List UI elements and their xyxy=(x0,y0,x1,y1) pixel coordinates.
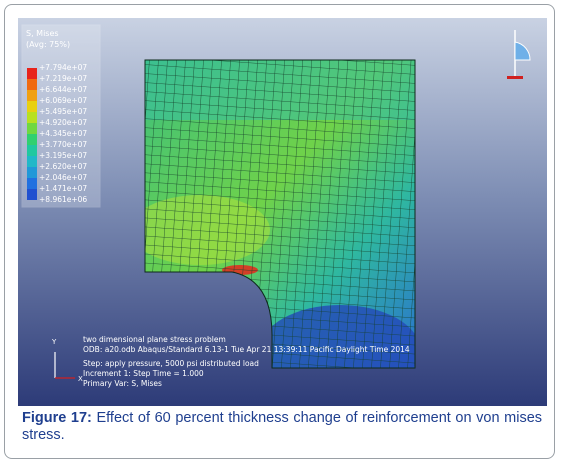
legend-label: +2.620e+07 xyxy=(39,162,87,171)
model-outline xyxy=(144,59,416,369)
legend-swatch xyxy=(27,112,37,123)
legend-swatch xyxy=(27,79,37,90)
legend-label: +5.495e+07 xyxy=(39,107,87,116)
caption-label: Figure 17: xyxy=(22,410,92,426)
svg-text:X: X xyxy=(78,375,83,383)
info-line: Step: apply pressure, 5000 psi distribut… xyxy=(83,359,259,368)
legend-label: +7.219e+07 xyxy=(39,74,87,83)
figure-frame xyxy=(4,4,555,459)
legend-swatch xyxy=(27,68,37,79)
legend-title: S, Mises xyxy=(26,29,59,38)
legend-swatch xyxy=(27,123,37,134)
legend-label: +4.345e+07 xyxy=(39,129,87,138)
triad-bottom: Y X xyxy=(51,338,83,383)
legend: S, Mises (Avg: 75%) +7.794e+07 +7.219e+07… xyxy=(21,24,101,208)
legend-swatch xyxy=(27,156,37,167)
legend-label: +6.069e+07 xyxy=(39,96,87,105)
legend-swatch xyxy=(27,145,37,156)
legend-swatch xyxy=(27,189,37,200)
legend-subtitle: (Avg: 75%) xyxy=(26,40,70,49)
legend-label: +4.920e+07 xyxy=(39,118,87,127)
legend-label: +1.471e+07 xyxy=(39,184,87,193)
info-line: two dimensional plane stress problem xyxy=(83,335,226,344)
info-line: Increment 1: Step Time = 1.000 xyxy=(83,369,204,378)
svg-text:Y: Y xyxy=(51,338,57,346)
legend-label: +8.961e+06 xyxy=(39,195,87,204)
legend-label: +7.794e+07 xyxy=(39,63,87,72)
legend-label: +3.770e+07 xyxy=(39,140,87,149)
legend-swatch xyxy=(27,90,37,101)
triad-top xyxy=(507,30,531,79)
legend-label: +2.046e+07 xyxy=(39,173,87,182)
legend-label: +3.195e+07 xyxy=(39,151,87,160)
info-block: two dimensional plane stress problemODB:… xyxy=(83,335,410,388)
legend-swatch xyxy=(27,167,37,178)
info-line: Primary Var: S, Mises xyxy=(83,379,162,388)
legend-swatch xyxy=(27,134,37,145)
caption: Figure 17: Effect of 60 percent thicknes… xyxy=(22,410,542,444)
info-line: ODB: a20.odb Abaqus/Standard 6.13-1 Tue … xyxy=(83,345,410,354)
legend-swatch xyxy=(27,178,37,189)
legend-swatch xyxy=(27,101,37,112)
legend-label: +6.644e+07 xyxy=(39,85,87,94)
caption-text: Effect of 60 percent thickness change of… xyxy=(22,410,543,443)
